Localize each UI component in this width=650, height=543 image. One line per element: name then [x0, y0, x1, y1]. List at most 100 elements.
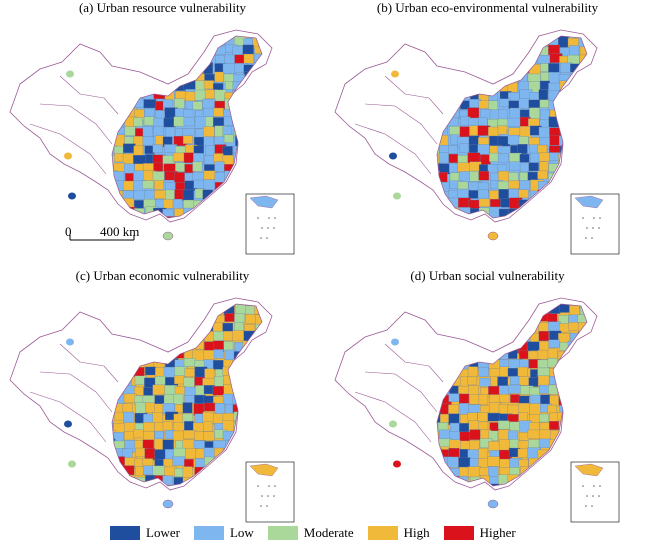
prefecture-cell: [578, 421, 587, 433]
prefecture-cell: [577, 154, 587, 164]
prefecture-cell: [123, 163, 135, 174]
prefecture-cell: [527, 171, 539, 181]
prefecture-cell: [263, 72, 273, 84]
prefecture-cell: [537, 55, 551, 64]
prefecture-cell: [559, 90, 570, 100]
prefecture-cell: [589, 27, 602, 35]
prefecture-cell: [223, 217, 234, 218]
prefecture-cell: [174, 62, 187, 74]
prefecture-cell: [125, 215, 138, 218]
prefecture-cell: [508, 152, 522, 164]
prefecture-cell: [539, 161, 549, 172]
prefecture-cell: [517, 448, 530, 458]
prefecture-cell: [497, 125, 508, 135]
prefecture-cell: [233, 217, 245, 218]
prefecture-cell: [212, 386, 226, 396]
prefecture-cell: [245, 448, 259, 459]
prefecture-cell: [580, 357, 587, 368]
legend-item-moderate: Moderate: [267, 525, 354, 541]
prefecture-cell: [590, 64, 601, 73]
prefecture-cell: [527, 429, 541, 439]
prefecture-cell: [203, 80, 215, 90]
prefecture-cell: [548, 227, 558, 237]
panel-title-c: (c) Urban economic vulnerability: [75, 268, 250, 283]
prefecture-cell: [265, 65, 276, 76]
prefecture-cell: [152, 144, 163, 153]
prefecture-cell: [235, 190, 245, 203]
prefecture-cell: [124, 126, 136, 136]
prefecture-cell: [558, 198, 568, 211]
prefecture-cell: [560, 162, 570, 173]
prefecture-cell: [588, 430, 601, 439]
prefecture-cell: [193, 305, 206, 315]
prefecture-cell: [489, 483, 500, 486]
prefecture-cell: [172, 422, 186, 432]
prefecture-cell: [508, 180, 520, 189]
isolated-city: [64, 152, 72, 160]
prefecture-cell: [589, 441, 600, 450]
prefecture-cell: [155, 63, 167, 73]
prefecture-cell: [182, 135, 193, 144]
prefecture-cell: [152, 465, 166, 476]
prefecture-cell: [243, 440, 253, 453]
prefecture-cell: [264, 360, 273, 371]
panel-title-d: (d) Urban social vulnerability: [410, 268, 565, 283]
prefecture-cell: [459, 45, 472, 57]
prefecture-cell: [144, 36, 158, 38]
prefecture-cell: [182, 36, 193, 46]
prefecture-cell: [235, 135, 247, 147]
prefecture-cell: [224, 54, 235, 64]
prefecture-cell: [204, 155, 215, 166]
prefecture-cell: [213, 349, 224, 359]
prefecture-cell: [437, 198, 439, 210]
prefecture-cell: [194, 89, 206, 101]
prefecture-cell: [450, 304, 461, 313]
prefecture-cell: [557, 209, 571, 218]
prefecture-cell: [144, 314, 156, 324]
prefecture-cell: [468, 46, 481, 55]
prefecture-cell: [448, 448, 460, 458]
prefecture-cell: [498, 404, 510, 415]
prefecture-cell: [244, 91, 256, 103]
prefecture-cell: [570, 350, 583, 362]
prefecture-cell: [223, 484, 234, 486]
prefecture-cell: [539, 466, 553, 476]
prefecture-cell: [508, 161, 521, 171]
china-map-d: [334, 297, 620, 523]
prefecture-cell: [223, 341, 234, 352]
prefecture-cell: [134, 55, 147, 64]
legend-swatch-low: [193, 526, 224, 540]
prefecture-cell: [538, 331, 549, 342]
prefecture-cell: [507, 117, 521, 127]
legend-swatch-moderate: [267, 526, 298, 540]
isolated-city: [393, 192, 401, 200]
prefecture-cell: [498, 36, 509, 37]
prefecture-cell: [557, 411, 571, 422]
prefecture-cell: [183, 314, 196, 327]
prefecture-cell: [253, 127, 262, 138]
prefecture-cell: [558, 36, 569, 49]
prefecture-cell: [213, 468, 225, 480]
prefecture-cell: [154, 376, 167, 386]
prefecture-cell: [578, 172, 587, 182]
prefecture-cell: [580, 349, 587, 359]
prefecture-cell: [245, 421, 259, 432]
prefecture-cell: [468, 304, 482, 305]
prefecture-cell: [172, 36, 183, 40]
legend-label-low: Low: [229, 525, 254, 540]
prefecture-cell: [214, 199, 226, 210]
prefecture-cell: [223, 466, 236, 478]
prefecture-cell: [559, 126, 573, 136]
prefecture-cell: [234, 376, 245, 385]
prefecture-cell: [567, 432, 579, 442]
prefecture-cell: [557, 99, 570, 112]
prefecture-cell: [214, 207, 228, 218]
prefecture-cell: [518, 304, 529, 316]
prefecture-cell: [165, 127, 176, 139]
prefecture-cell: [143, 55, 155, 66]
prefecture-cell: [588, 378, 598, 388]
prefecture-cell: [588, 182, 599, 192]
prefecture-cell: [123, 411, 134, 424]
prefecture-cell: [234, 438, 248, 451]
prefecture-cell: [440, 226, 450, 237]
